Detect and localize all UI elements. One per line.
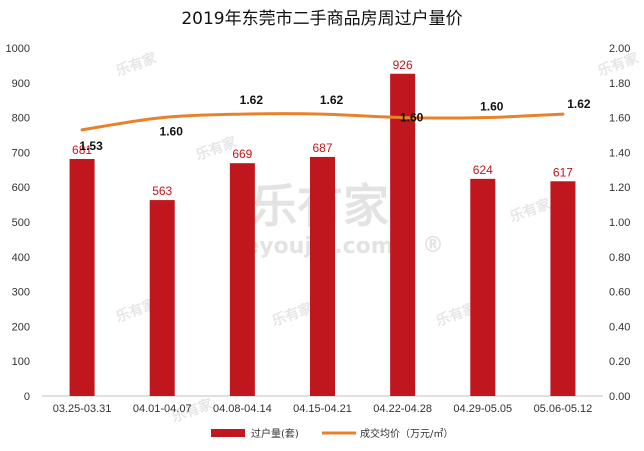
y-left-tick-label: 400 (12, 252, 30, 264)
y-right-tick-label: 1.80 (609, 78, 630, 90)
x-tick-label: 04.22-04.28 (373, 403, 432, 415)
watermark-small-4: 乐有家 (508, 195, 554, 226)
price-line (80, 112, 565, 132)
watermark-small-6: 乐有家 (270, 299, 316, 330)
y-right-tick-label: 0.00 (609, 391, 630, 403)
y-right-tick-label: 0.20 (609, 356, 630, 368)
x-tick-label: 03.25-03.31 (53, 403, 112, 415)
x-tick-label: 04.01-04.07 (133, 403, 192, 415)
y-right-tick-label: 1.20 (609, 182, 630, 194)
y-right-tick-label: 1.40 (609, 147, 630, 159)
y-right-tick-label: 0.80 (609, 252, 630, 264)
bar-data-label: 687 (312, 141, 332, 155)
bars-group: 681 563 669 687 926 624 617 (69, 58, 576, 396)
line-data-label: 1.53 (79, 139, 103, 153)
line-data-label: 1.60 (160, 125, 184, 139)
y-left-tick-label: 500 (12, 217, 30, 229)
y-left-tick-label: 700 (12, 147, 30, 159)
bar-data-label: 669 (232, 147, 252, 161)
bar-data-label: 563 (152, 184, 172, 198)
line-data-label: 1.60 (400, 111, 424, 125)
watermark-small-1: 乐有家 (114, 49, 160, 80)
y-left-tick-label: 1000 (6, 43, 30, 55)
y-right-tick-label: 2.00 (609, 43, 630, 55)
bar (229, 163, 255, 396)
y-right-tick-label: 0.60 (609, 287, 630, 299)
x-tick-label: 04.08-04.14 (213, 403, 272, 415)
watermark-url-mark: ® (422, 233, 444, 258)
line-data-label: 1.62 (320, 93, 344, 107)
line-data-label: 1.62 (240, 93, 264, 107)
bar (149, 200, 175, 396)
line-data-label: 1.62 (567, 97, 591, 111)
bar (470, 178, 496, 396)
y-right-tick-label: 1.60 (609, 113, 630, 125)
legend: 过户量(套) 成交均价（万元/㎡） (211, 427, 453, 440)
axes-group: 0 100 200 300 400 500 600 700 800 900 1000 0.00 0.20… (6, 43, 631, 415)
x-tick-label: 04.29-05.05 (453, 403, 512, 415)
y-left-tick-label: 100 (12, 356, 30, 368)
bar (390, 73, 416, 396)
bar (69, 159, 95, 396)
x-tick-label: 04.15-04.21 (293, 403, 352, 415)
legend-label-line: 成交均价（万元/㎡） (360, 427, 453, 440)
chart-title: 2019年东莞市二手商品房周过户量价 (181, 9, 462, 29)
bar-data-label: 681 (72, 143, 92, 157)
legend-swatch-bar (211, 429, 245, 437)
y-left-tick-label: 0 (24, 391, 30, 403)
bar (550, 181, 576, 396)
legend-label-bar: 过户量(套) (251, 427, 299, 440)
y-right-tick-label: 1.00 (609, 217, 630, 229)
y-right-tick-label: 0.40 (609, 321, 630, 333)
line-series-group: 1.53 1.60 1.62 1.62 1.60 1.60 1.62 (79, 93, 591, 153)
x-tick-label: 05.06-05.12 (534, 403, 593, 415)
bar-data-label: 624 (473, 163, 493, 177)
line-data-label: 1.60 (480, 100, 504, 114)
y-left-tick-label: 600 (12, 182, 30, 194)
bar-data-label: 617 (553, 165, 573, 179)
bar-data-label: 926 (393, 58, 413, 72)
y-left-tick-label: 900 (12, 78, 30, 90)
y-left-tick-label: 200 (12, 321, 30, 333)
y-left-tick-label: 800 (12, 113, 30, 125)
bar (310, 156, 335, 396)
y-left-tick-label: 300 (12, 287, 30, 299)
